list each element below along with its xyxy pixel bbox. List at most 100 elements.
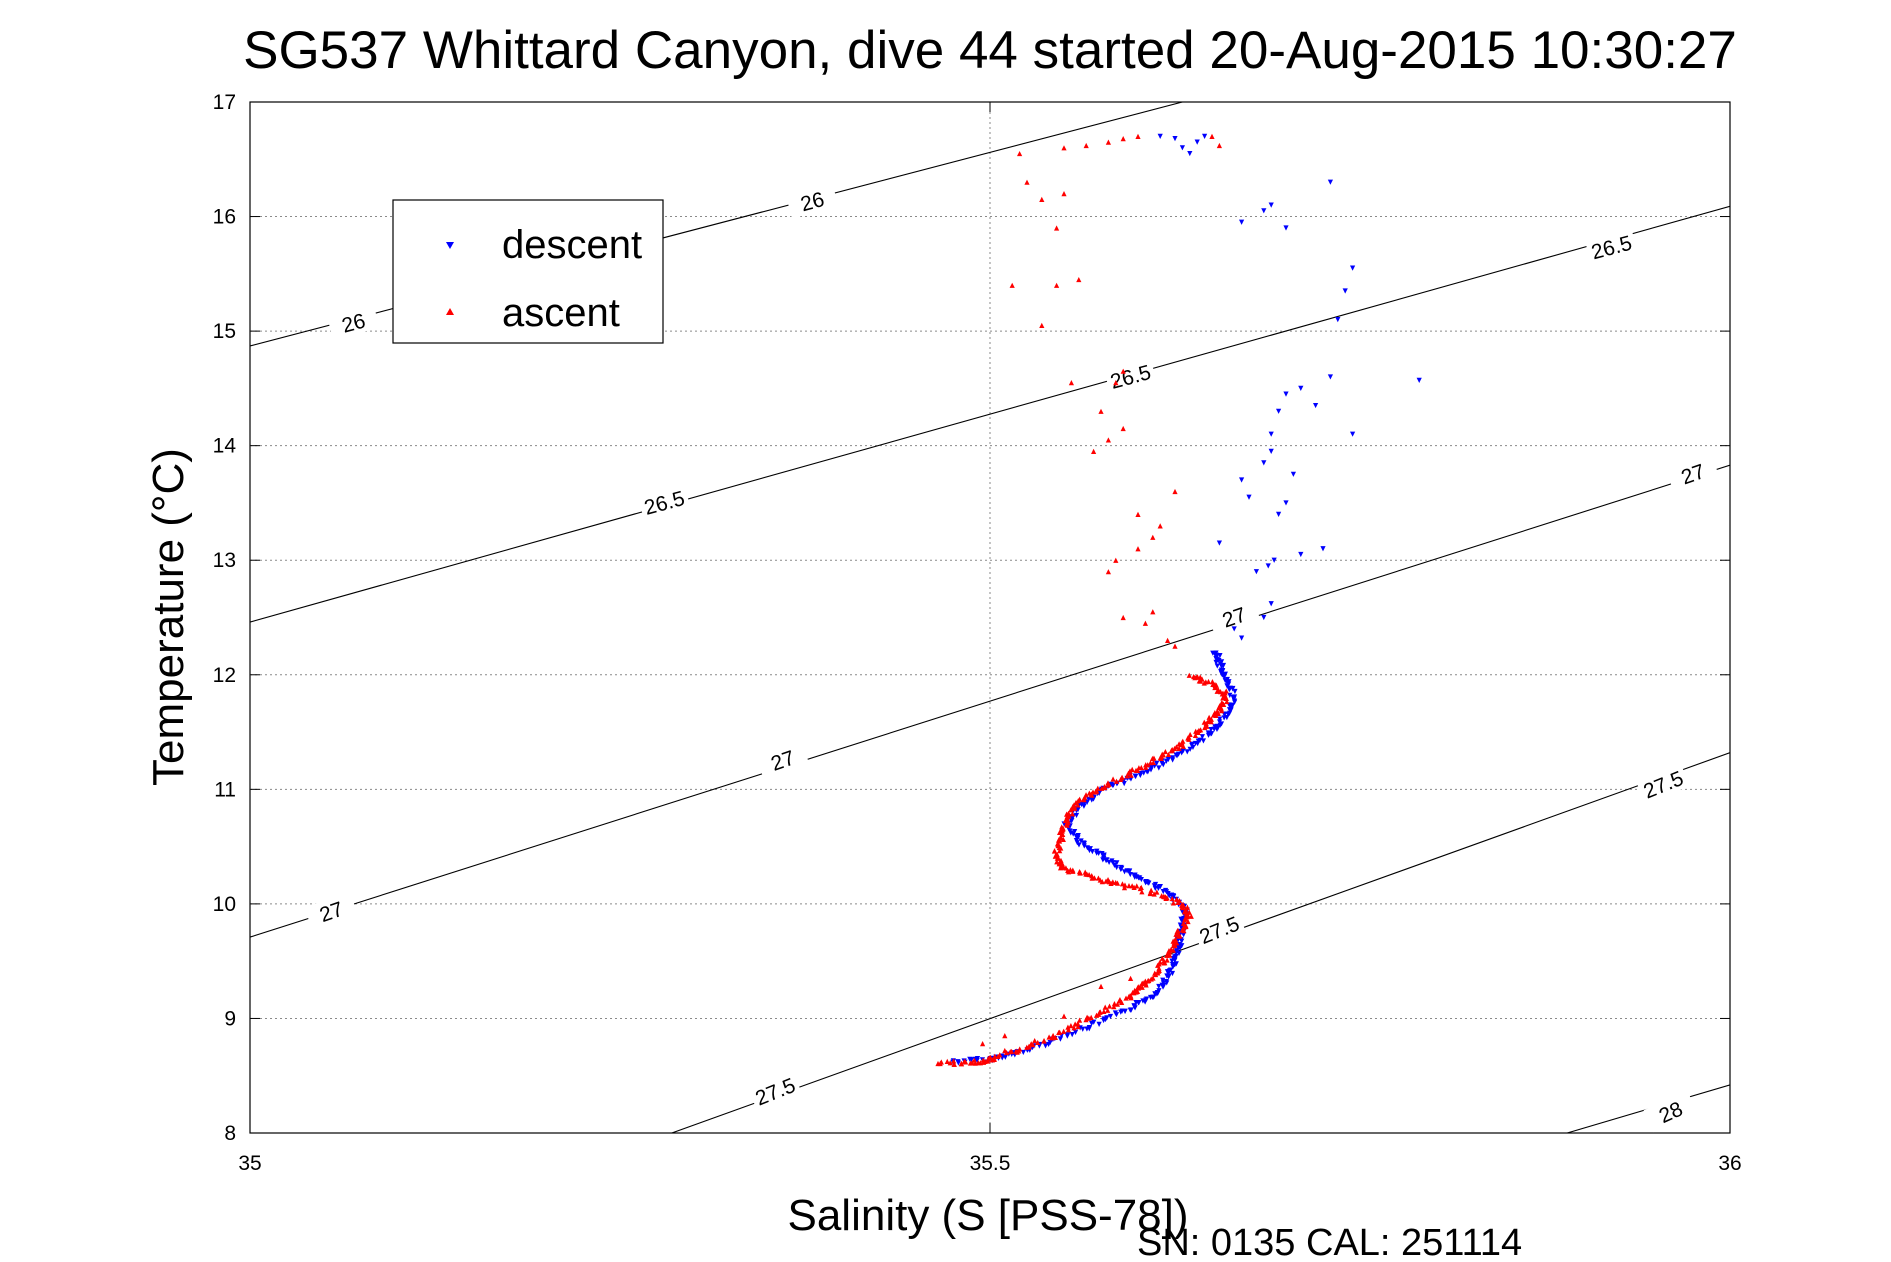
data-point-descent	[1080, 1026, 1086, 1032]
data-point-ascent	[1212, 684, 1218, 691]
data-point-ascent	[1009, 282, 1015, 288]
y-tick-label: 17	[213, 91, 236, 114]
data-point-ascent	[1054, 282, 1060, 288]
data-point-descent	[1219, 672, 1225, 678]
data-point-ascent	[1128, 772, 1134, 778]
data-point-ascent	[1170, 938, 1176, 944]
data-point-descent	[1265, 563, 1271, 569]
data-point-descent	[1283, 500, 1289, 506]
data-point-descent	[1106, 859, 1112, 866]
data-point-ascent	[1174, 896, 1180, 902]
data-point-ascent	[1119, 774, 1125, 780]
data-point-descent	[1416, 377, 1422, 383]
data-point-ascent	[1065, 1024, 1071, 1030]
data-point-descent	[955, 1060, 961, 1066]
data-point-ascent	[1105, 139, 1111, 145]
data-point-ascent	[1175, 927, 1181, 933]
data-point-descent	[1226, 681, 1232, 687]
data-point-descent	[1169, 892, 1175, 898]
data-point-ascent	[1206, 714, 1212, 720]
data-point-descent	[1160, 889, 1166, 895]
data-point-ascent	[1145, 762, 1151, 768]
data-point-descent	[1276, 408, 1282, 414]
data-point-descent	[1230, 686, 1236, 692]
data-point-descent	[1231, 694, 1238, 700]
chart-title: SG537 Whittard Canyon, dive 44 started 2…	[243, 21, 1737, 80]
data-point-ascent	[1177, 933, 1183, 939]
data-point-ascent	[1156, 965, 1162, 971]
data-point-ascent	[1068, 1023, 1074, 1029]
data-point-descent	[1200, 738, 1207, 744]
data-point-descent	[1132, 773, 1138, 779]
data-point-ascent	[1167, 949, 1173, 955]
data-point-descent	[1232, 688, 1238, 695]
data-point-ascent	[1069, 811, 1076, 817]
data-point-ascent	[1128, 975, 1134, 981]
data-point-ascent	[1091, 448, 1097, 454]
data-point-descent	[1099, 851, 1105, 857]
data-point-ascent	[1009, 1048, 1015, 1054]
y-tick-label: 16	[213, 206, 236, 229]
data-point-ascent	[1039, 196, 1045, 202]
data-point-descent	[1151, 883, 1158, 889]
data-point-ascent	[1150, 759, 1156, 766]
data-point-ascent	[1094, 788, 1100, 794]
data-point-ascent	[1180, 738, 1186, 744]
data-point-ascent	[1201, 719, 1207, 725]
data-point-descent	[1173, 953, 1179, 960]
data-point-ascent	[1105, 1007, 1111, 1013]
data-point-descent	[1002, 1054, 1008, 1060]
data-point-ascent	[958, 1060, 964, 1067]
data-point-ascent	[1150, 534, 1156, 540]
data-point-ascent	[1061, 191, 1067, 197]
data-point-ascent	[1056, 829, 1063, 836]
data-point-ascent	[1111, 1001, 1118, 1007]
data-points	[935, 133, 1422, 1067]
data-point-ascent	[1068, 807, 1074, 813]
contour-label-bg	[1643, 1090, 1698, 1133]
data-point-descent	[1217, 719, 1223, 725]
data-point-ascent	[1173, 744, 1180, 750]
data-point-ascent	[1165, 751, 1172, 758]
data-point-descent	[1073, 833, 1079, 839]
data-point-ascent	[1159, 751, 1165, 757]
data-point-ascent	[1075, 1023, 1081, 1030]
data-point-ascent	[1002, 1047, 1008, 1054]
data-point-ascent	[1076, 276, 1082, 283]
data-point-descent	[1261, 614, 1267, 621]
data-point-ascent	[1088, 1014, 1094, 1020]
data-point-ascent	[1217, 703, 1223, 709]
data-point-ascent	[1150, 975, 1156, 981]
data-point-ascent	[1220, 690, 1226, 696]
data-point-ascent	[1026, 1043, 1032, 1049]
data-point-descent	[1081, 803, 1087, 809]
data-point-descent	[1143, 997, 1149, 1003]
data-point-descent	[1327, 374, 1333, 380]
data-point-descent	[1148, 765, 1155, 771]
data-point-descent	[1298, 551, 1304, 558]
data-point-descent	[1253, 569, 1259, 575]
data-point-descent	[1350, 265, 1356, 271]
data-point-ascent	[1106, 1003, 1113, 1009]
data-point-ascent	[1110, 776, 1116, 782]
data-point-descent	[1290, 471, 1296, 477]
data-point-descent	[1081, 840, 1087, 846]
data-point-descent	[1208, 726, 1214, 733]
data-point-ascent	[1058, 857, 1064, 863]
data-point-ascent	[1113, 557, 1119, 563]
footer-serial-cal: SN: 0135 CAL: 251114	[1137, 1222, 1522, 1262]
data-point-descent	[1091, 1019, 1097, 1025]
data-point-ascent	[1089, 792, 1095, 798]
data-point-ascent	[1054, 841, 1061, 847]
data-point-ascent	[1134, 883, 1140, 889]
data-point-ascent	[1071, 1025, 1077, 1031]
data-point-ascent	[947, 1060, 953, 1066]
data-point-ascent	[1105, 569, 1111, 575]
data-point-descent	[1268, 448, 1274, 454]
data-point-ascent	[1151, 755, 1157, 761]
data-point-ascent	[1159, 893, 1165, 899]
data-point-descent	[1177, 922, 1183, 928]
data-point-ascent	[1214, 708, 1220, 715]
data-point-ascent	[1184, 904, 1190, 910]
data-point-descent	[1218, 659, 1225, 665]
